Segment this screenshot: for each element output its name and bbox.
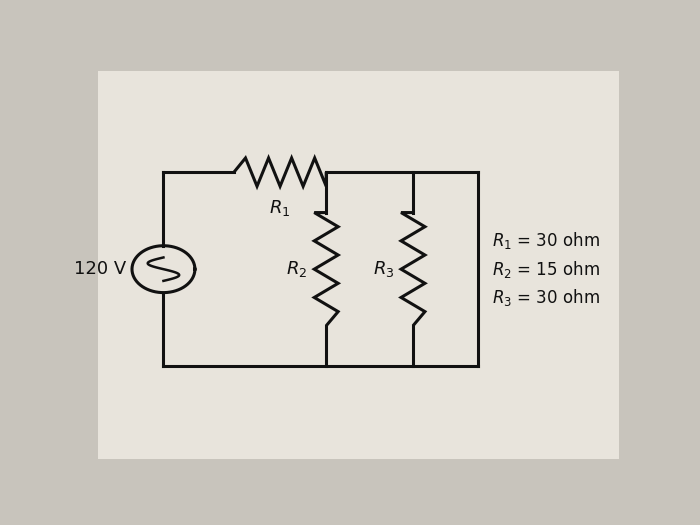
Text: $R_1$ = 30 ohm: $R_1$ = 30 ohm <box>491 230 600 251</box>
Text: 120 V: 120 V <box>74 260 127 278</box>
Text: $R_2$: $R_2$ <box>286 259 307 279</box>
Text: $R_3$ = 30 ohm: $R_3$ = 30 ohm <box>491 287 600 308</box>
Text: $R_1$: $R_1$ <box>270 198 290 218</box>
Text: $R_2$ = 15 ohm: $R_2$ = 15 ohm <box>491 259 600 280</box>
Text: $R_3$: $R_3$ <box>372 259 394 279</box>
